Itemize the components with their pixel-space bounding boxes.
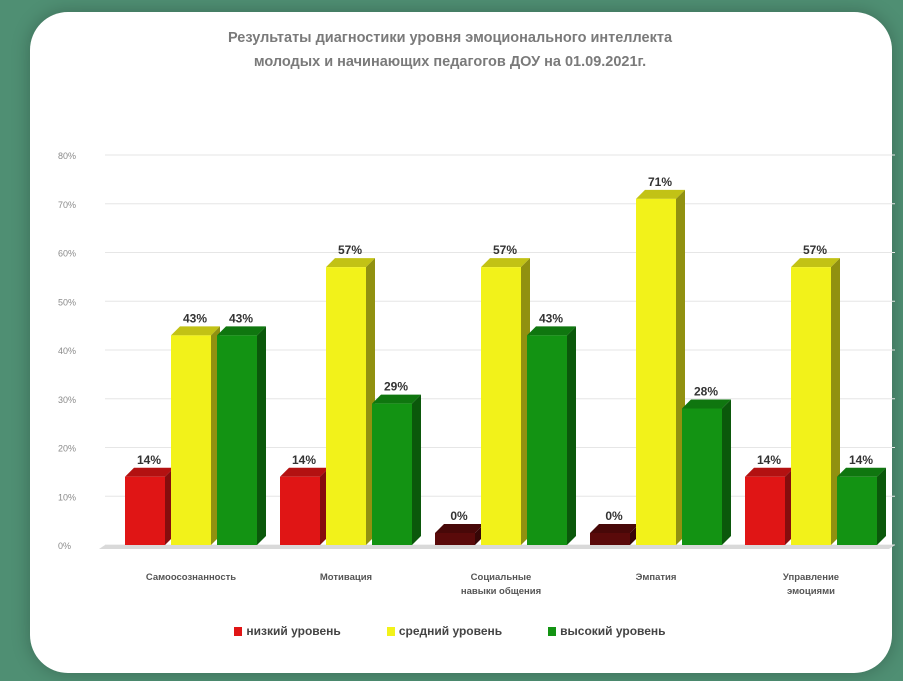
bar-top	[280, 467, 329, 477]
category-label: Социальные	[471, 572, 532, 583]
y-tick-label: 20%	[58, 444, 76, 454]
bar-side	[257, 326, 266, 545]
category-label: Управление	[783, 572, 839, 583]
chart-title: Результаты диагностики уровня эмоциональ…	[90, 26, 810, 74]
bar-medium	[481, 267, 521, 545]
bar-medium	[171, 335, 211, 545]
legend-label-high: высокий уровень	[560, 624, 666, 638]
category-label: эмоциями	[787, 586, 835, 597]
category-label: Эмпатия	[636, 572, 677, 583]
bar-side	[722, 399, 731, 545]
legend-item-low: низкий уровень	[234, 620, 341, 642]
data-label: 43%	[229, 311, 253, 325]
y-tick-label: 50%	[58, 297, 76, 307]
bar-medium	[326, 267, 366, 545]
bar-medium	[791, 267, 831, 545]
bar-low	[280, 476, 320, 545]
bar-medium	[636, 198, 676, 545]
bar-low	[125, 476, 165, 545]
data-label: 28%	[694, 385, 718, 399]
legend-label-low: низкий уровень	[246, 624, 341, 638]
bar-low	[745, 476, 785, 545]
bar-top	[435, 524, 484, 533]
bar-top	[745, 467, 794, 477]
legend-swatch-medium	[386, 626, 395, 636]
bar-top	[682, 399, 731, 409]
bar-side	[877, 467, 886, 545]
chart-title-line-1: Результаты диагностики уровня эмоциональ…	[227, 30, 673, 46]
data-label: 14%	[849, 453, 873, 467]
y-tick-label: 40%	[58, 346, 76, 356]
bar-top	[326, 258, 375, 268]
bar-top	[527, 326, 576, 336]
legend-item-medium: средний уровень	[386, 620, 503, 642]
chart-legend: низкий уровень средний уровень высокий у…	[150, 620, 750, 642]
bar-side	[412, 394, 421, 545]
bar-top	[217, 326, 266, 336]
bar-side	[567, 326, 576, 545]
bar-top	[636, 189, 685, 199]
bar-high	[527, 335, 567, 545]
bar-high	[372, 403, 412, 545]
bar-top	[171, 326, 220, 336]
legend-swatch-high	[548, 626, 557, 636]
data-label: 43%	[539, 311, 563, 325]
bar-high	[682, 408, 722, 545]
data-label: 14%	[292, 453, 316, 467]
bar-top	[125, 467, 174, 477]
data-label: 0%	[605, 509, 623, 523]
y-tick-label: 70%	[58, 200, 76, 210]
y-tick-label: 60%	[58, 249, 76, 259]
legend-label-medium: средний уровень	[398, 624, 503, 638]
bar-high	[837, 476, 877, 545]
y-tick-label: 80%	[58, 151, 76, 161]
legend-swatch-low	[234, 626, 243, 636]
y-tick-label: 0%	[58, 541, 71, 551]
category-label: Самоосознанность	[146, 572, 236, 583]
bar-high	[217, 335, 257, 545]
y-tick-label: 30%	[58, 395, 76, 405]
data-label: 57%	[803, 243, 827, 257]
legend-item-high: высокий уровень	[548, 620, 666, 642]
category-label: навыки общения	[461, 586, 541, 597]
bar-low	[435, 533, 475, 545]
bar-top	[837, 467, 886, 477]
data-label: 71%	[648, 175, 672, 189]
bar-side	[831, 258, 840, 545]
bar-top	[372, 394, 421, 404]
data-label: 57%	[338, 243, 362, 257]
data-label: 43%	[183, 311, 207, 325]
chart-floor	[99, 545, 895, 549]
data-label: 57%	[493, 243, 517, 257]
data-label: 0%	[450, 509, 468, 523]
y-tick-label: 10%	[58, 492, 76, 502]
bar-top	[791, 258, 840, 268]
chart-title-line-2: молодых и начинающих педагогов ДОУ на 01…	[253, 54, 647, 70]
category-label: Мотивация	[320, 572, 372, 583]
bar-low	[590, 533, 630, 545]
bar-top	[481, 258, 530, 268]
data-label: 14%	[137, 453, 161, 467]
bar-top	[590, 524, 639, 533]
data-label: 29%	[384, 380, 408, 394]
data-label: 14%	[757, 453, 781, 467]
